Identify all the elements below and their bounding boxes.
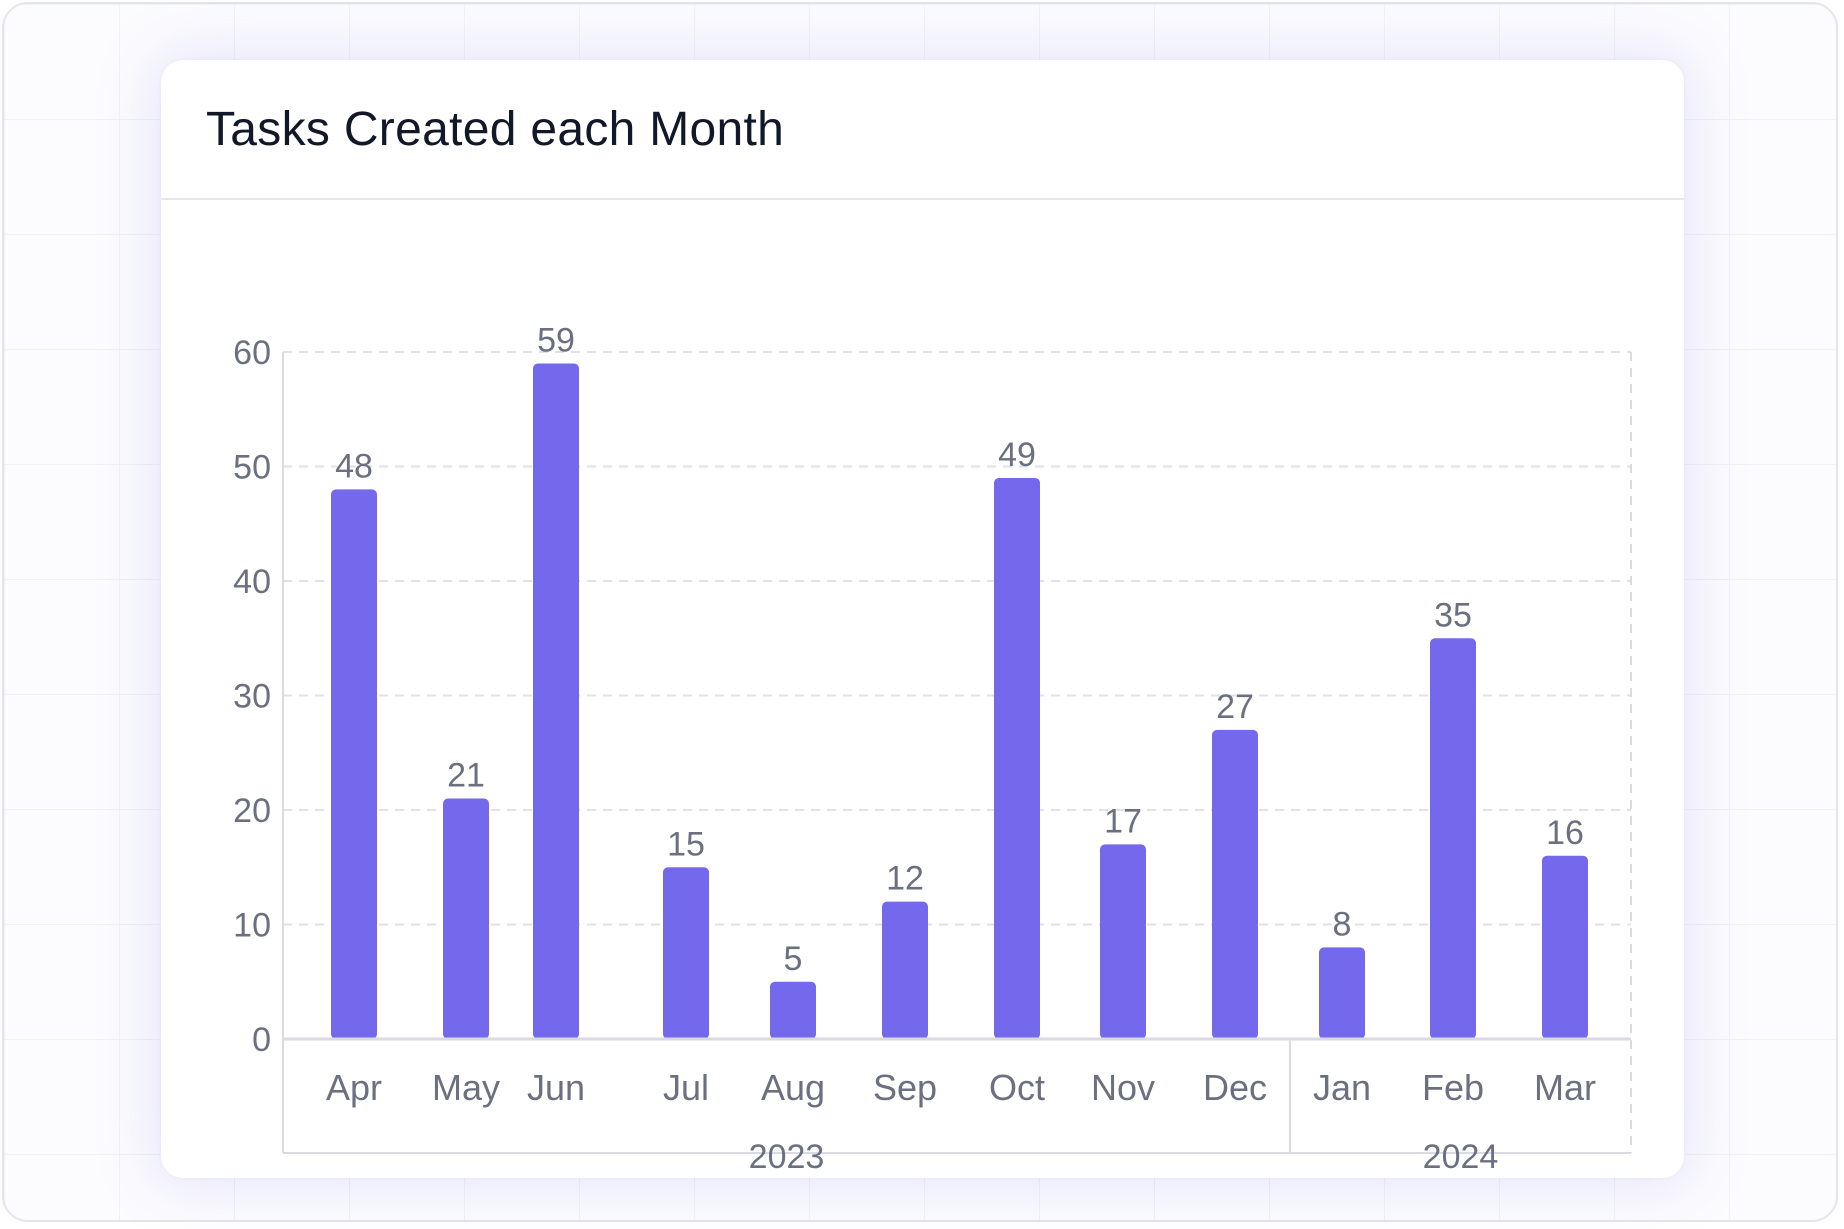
chart-card: Tasks Created each Month 0 10 20 30 40 50 60 48… bbox=[161, 60, 1684, 1178]
bar-value-label: 12 bbox=[886, 860, 924, 898]
bar-jan[interactable] bbox=[1319, 947, 1365, 1039]
bar-jun[interactable] bbox=[533, 363, 579, 1039]
y-tick-label: 20 bbox=[233, 792, 271, 830]
bar-value-label: 17 bbox=[1104, 802, 1142, 840]
x-tick-label: Mar bbox=[1534, 1067, 1596, 1108]
x-tick-label: Jul bbox=[663, 1067, 709, 1108]
bar-value-label: 5 bbox=[784, 940, 803, 978]
bar-value-label: 16 bbox=[1546, 814, 1584, 852]
bar-value-label: 15 bbox=[667, 825, 705, 863]
y-tick-label: 30 bbox=[233, 678, 271, 716]
y-tick-label: 10 bbox=[233, 907, 271, 945]
bar-apr[interactable] bbox=[331, 489, 377, 1039]
bar-mar[interactable] bbox=[1542, 855, 1588, 1039]
bar-value-label: 49 bbox=[998, 436, 1036, 474]
bar-value-label: 27 bbox=[1216, 688, 1254, 726]
x-tick-label: May bbox=[432, 1067, 500, 1108]
y-tick-label: 40 bbox=[233, 563, 271, 601]
x-tick-label: Feb bbox=[1422, 1067, 1484, 1108]
x-tick-label: Sep bbox=[873, 1067, 937, 1108]
x-tick-label: Apr bbox=[326, 1067, 382, 1108]
x-tick-label: Aug bbox=[761, 1067, 825, 1108]
card-title: Tasks Created each Month bbox=[206, 103, 785, 156]
bar-dec[interactable] bbox=[1212, 729, 1258, 1039]
y-tick-label: 50 bbox=[233, 449, 271, 487]
bar-sep[interactable] bbox=[882, 901, 928, 1039]
y-tick-label: 0 bbox=[252, 1021, 271, 1059]
x-tick-label: Dec bbox=[1203, 1067, 1267, 1108]
bar-jul[interactable] bbox=[663, 867, 709, 1039]
bar-value-label: 8 bbox=[1333, 905, 1352, 943]
group-label: 2024 bbox=[1423, 1138, 1499, 1176]
bar-chart: 0 10 20 30 40 50 60 48 21 59 15 5 12 49 17 27 8 35 16 Apr Ma… bbox=[233, 321, 1632, 1176]
bar-oct[interactable] bbox=[994, 477, 1040, 1039]
bar-may[interactable] bbox=[443, 798, 489, 1039]
x-tick-label: Jan bbox=[1313, 1067, 1371, 1108]
bar-value-label: 35 bbox=[1434, 596, 1472, 634]
bar-value-label: 59 bbox=[537, 321, 575, 359]
x-tick-label: Oct bbox=[989, 1067, 1045, 1108]
bar-feb[interactable] bbox=[1430, 638, 1476, 1039]
bar-value-label: 48 bbox=[335, 447, 373, 485]
bar-aug[interactable] bbox=[770, 981, 816, 1039]
group-label: 2023 bbox=[749, 1138, 825, 1176]
bar-nov[interactable] bbox=[1100, 844, 1146, 1039]
x-tick-label: Jun bbox=[527, 1067, 585, 1108]
x-tick-label: Nov bbox=[1091, 1067, 1155, 1108]
card-header: Tasks Created each Month bbox=[161, 60, 1684, 200]
y-tick-label: 60 bbox=[233, 334, 271, 372]
bar-value-label: 21 bbox=[447, 757, 485, 795]
